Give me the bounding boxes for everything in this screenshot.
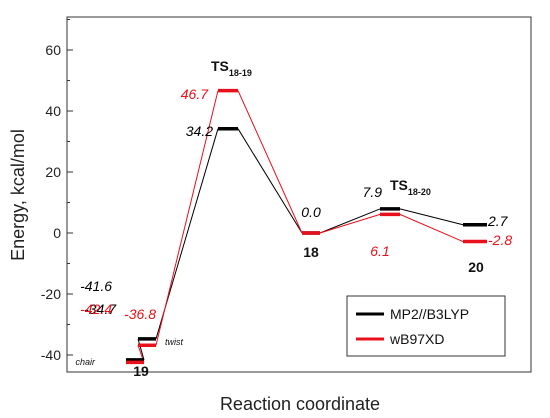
energy-levels	[126, 88, 487, 365]
y-tick-label-60: 60	[45, 42, 61, 58]
value-label-0-ts1820: 7.9	[363, 184, 383, 200]
x-axis-title: Reaction coordinate	[220, 394, 380, 414]
state-label-ts18-20: TS18-20	[390, 177, 431, 197]
conformer-label-twist: twist	[165, 337, 183, 347]
value-label-0-chair: -41.6	[80, 278, 112, 294]
state-label-19: 19	[133, 363, 149, 379]
legend-box	[346, 295, 506, 357]
value-labels: -41.6 -34.7 34.2 0.0 7.9 2.7 -42.4 -36.8 46.7 6.1…	[80, 86, 512, 322]
value-label-0-s20: 2.7	[487, 213, 509, 229]
y-axis-ticks: -40 -20 0 20 40 60	[41, 19, 73, 363]
state-label-20: 20	[468, 259, 484, 275]
series-line-0	[137, 128, 464, 361]
value-label-1-ts1820: 6.1	[370, 243, 389, 259]
y-tick-label-20: 20	[45, 164, 61, 180]
y-tick-label-40: 40	[45, 103, 61, 119]
value-label-1-ts1819: 46.7	[181, 86, 209, 102]
y-axis-title: Energy, kcal/mol	[8, 129, 28, 261]
value-label-1-chair: -42.4	[80, 301, 112, 317]
y-tick-label--40: -40	[41, 347, 61, 363]
value-label-0-ts1819: 34.2	[186, 123, 213, 139]
value-label-1-s20: -2.8	[488, 232, 512, 248]
state-labels: TS18-19 18 TS18-20 20 19 chair twist	[75, 58, 484, 379]
series-line-1	[137, 90, 464, 363]
legend-label-mp2: MP2//B3LYP	[390, 306, 469, 322]
value-label-0-twist: -34.7	[84, 301, 117, 317]
y-tick-label-0: 0	[53, 225, 61, 241]
state-label-ts18-19: TS18-19	[211, 58, 252, 78]
y-tick-label--20: -20	[41, 286, 61, 302]
series-lines	[137, 90, 464, 363]
value-label-1-twist: -36.8	[124, 306, 156, 322]
conformer-label-chair: chair	[75, 357, 96, 367]
value-label-0-s18: 0.0	[301, 204, 321, 220]
state-label-18: 18	[303, 244, 319, 260]
plot-frame	[66, 16, 532, 373]
legend-label-wb97xd: wB97XD	[389, 331, 444, 347]
legend: MP2//B3LYP wB97XD	[346, 295, 506, 357]
